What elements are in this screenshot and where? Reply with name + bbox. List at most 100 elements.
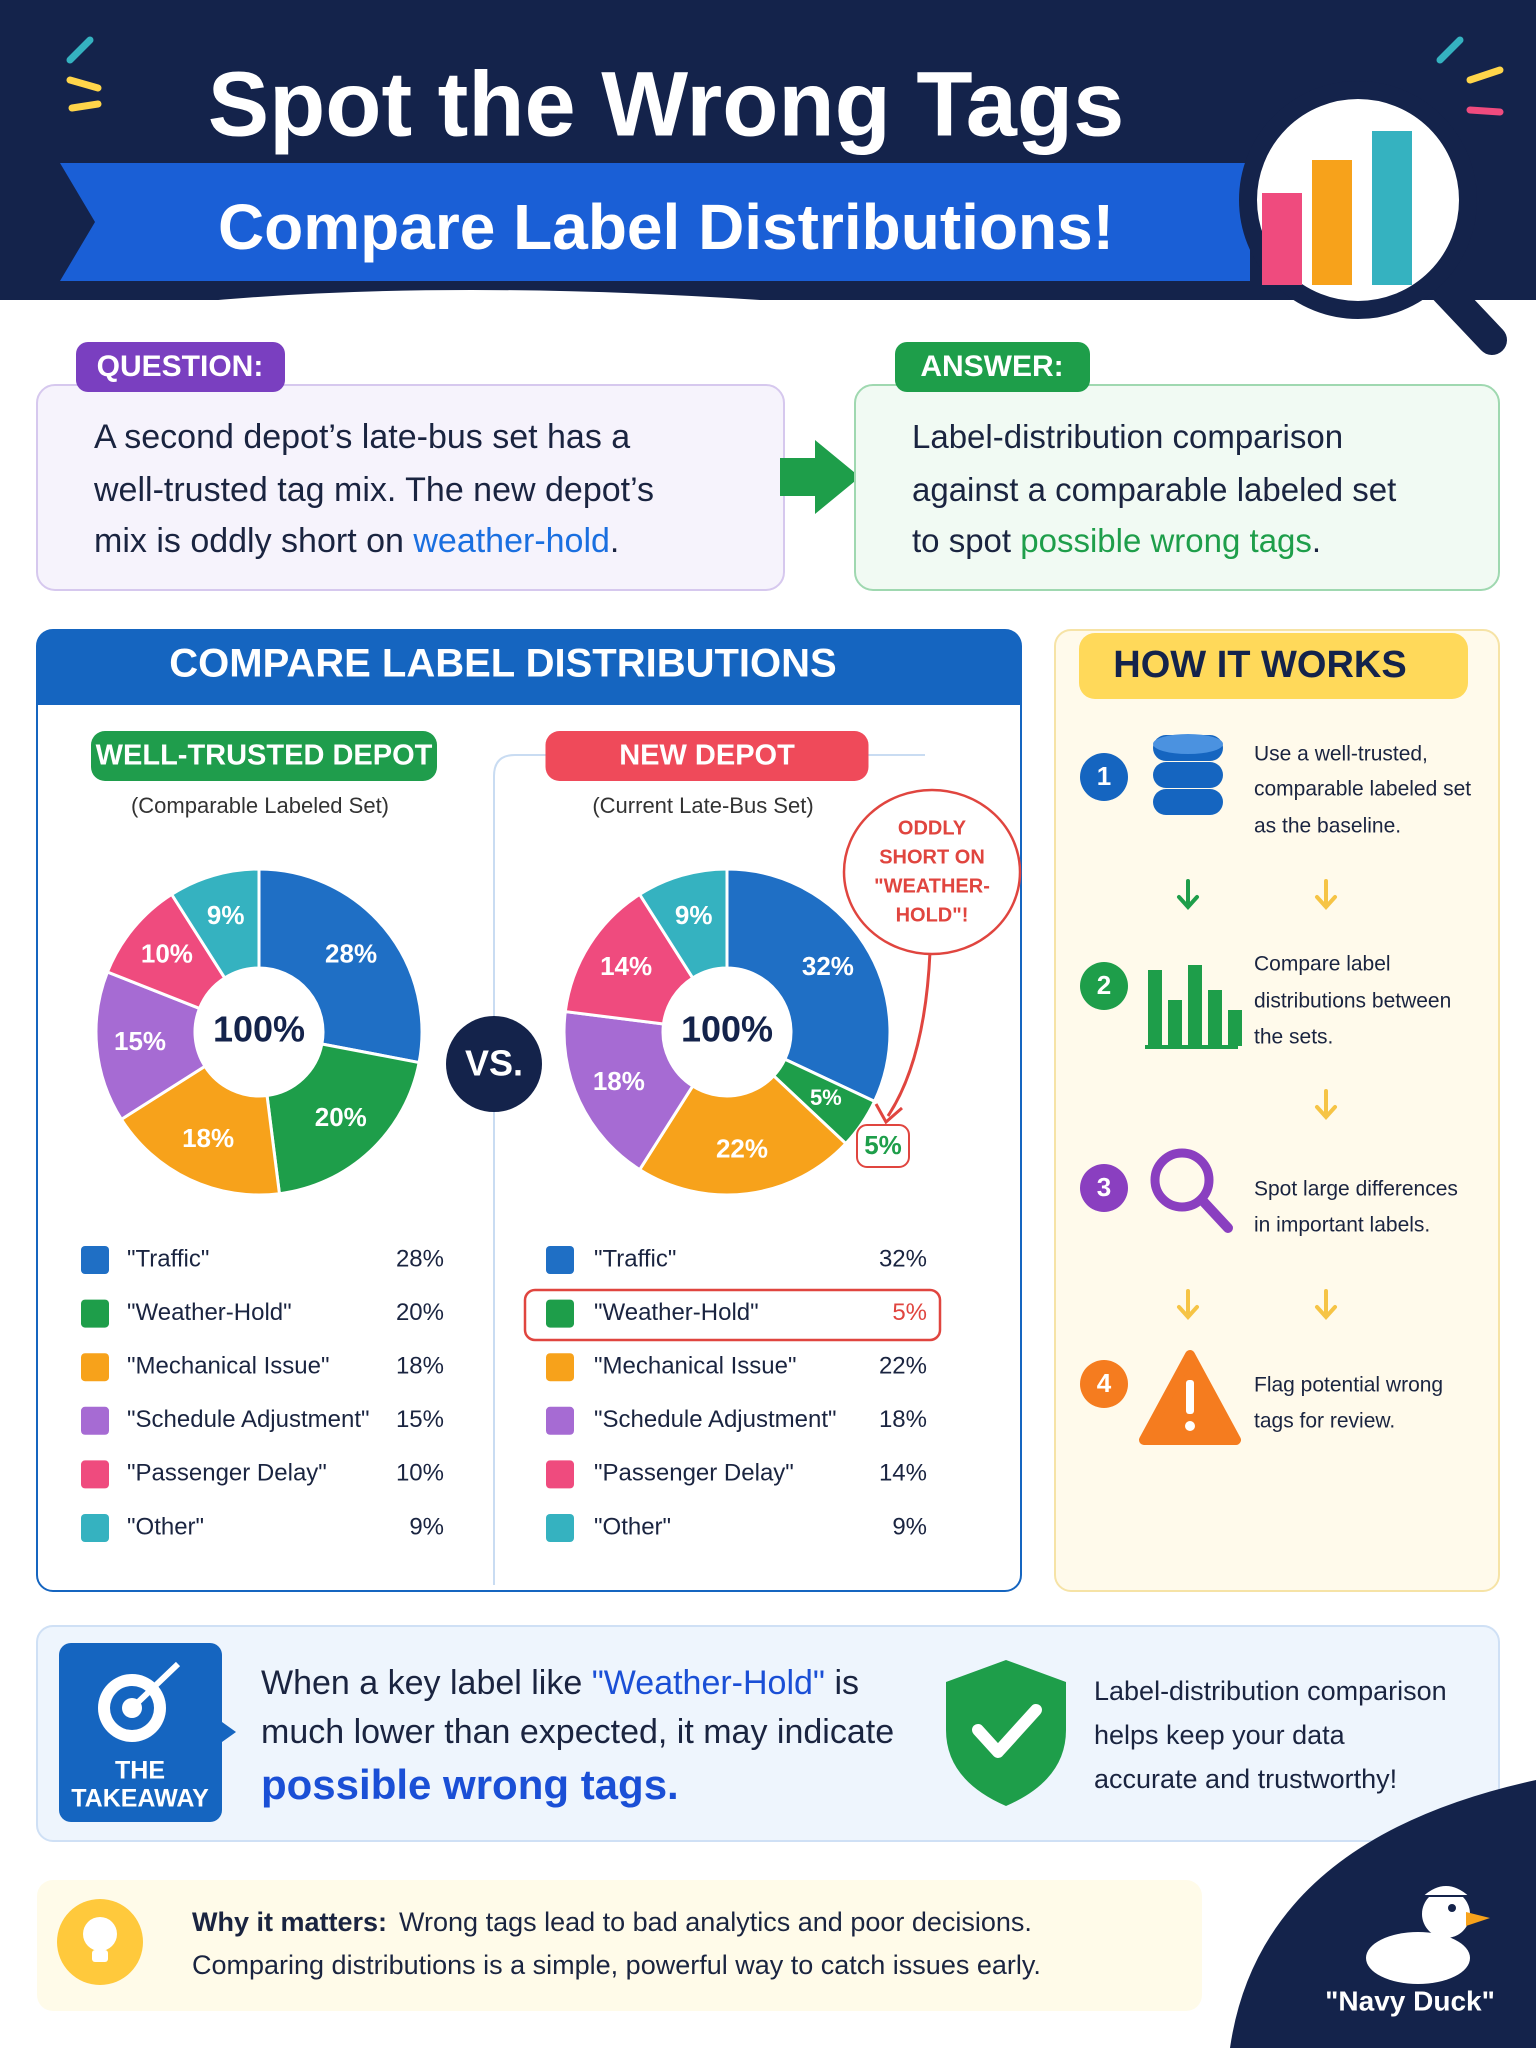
main-subtitle: Compare Label Distributions! [218,191,1114,263]
slice-label: 22% [716,1133,768,1163]
sparkle [66,76,102,92]
answer-line-part: possible wrong tags [1020,522,1312,559]
icon-warning-mark [1186,1380,1194,1414]
callout-box [856,1124,910,1168]
chart-title: WELL-TRUSTED DEPOT [96,740,433,772]
annotation-text: ODDLY [898,817,967,839]
takeaway-label: TAKEAWAY [71,1785,209,1813]
slice-label: 18% [593,1066,645,1096]
slice-label: 15% [114,1026,166,1056]
step-text: Compare label [1254,953,1391,976]
slice-label: 32% [802,951,854,981]
legend-swatch [546,1514,574,1542]
donut-slice [725,867,892,1104]
sparkle [1436,36,1464,64]
target-dart [129,1661,181,1711]
answer-line-part: Label-distribution comparison [912,418,1343,455]
step-number: 1 [1097,761,1111,791]
vs-badge [446,1016,542,1112]
question-line-part: mix is oddly short on [94,522,413,560]
icon-bar [1148,970,1162,1046]
takeaway-note: Label-distribution comparison [1094,1676,1447,1706]
divider [493,754,925,1585]
donut-slice [257,867,424,1065]
legend-label: "Mechanical Issue" [594,1353,796,1380]
how-title: HOW IT WORKS [1113,644,1406,686]
legend-swatch [81,1406,109,1435]
donut-slice [119,1064,282,1197]
duck-head [1422,1890,1470,1938]
arrow [780,440,860,514]
legend-swatch [81,1246,109,1274]
step-text: Use a well-trusted, [1254,743,1428,766]
step-text: distributions between [1254,990,1451,1013]
why-text: Wrong tags lead to bad analytics and poo… [399,1907,1032,1937]
legend-label: "Schedule Adjustment" [594,1406,837,1433]
flow-arrow [1177,879,1199,910]
question-line-part: . [610,522,619,560]
legend-label: "Passenger Delay" [127,1460,327,1487]
takeaway-line: much lower than expected, it may indicat… [261,1713,894,1751]
why-box [37,1880,1202,2011]
question-line: mix is oddly short on weather-hold. [94,522,619,560]
donut-slice [563,892,695,1026]
shield-check [972,1704,1042,1758]
slice-label: 14% [600,951,652,981]
annotation-text: HOLD"! [896,904,969,926]
flow-arrow [1315,879,1337,910]
takeaway-note: accurate and trustworthy! [1094,1764,1397,1794]
legend-label: "Traffic" [594,1245,676,1272]
question-line-part: A second depot’s late-bus set has a [94,418,630,456]
magnifier-bar [1262,193,1302,285]
legend-value: 9% [892,1513,927,1540]
question-label: QUESTION: [97,350,264,383]
callout-arrow [886,951,932,1117]
takeaway-line: When a key label like "Weather-Hold" is [261,1664,859,1702]
answer-line: to spot possible wrong tags. [912,522,1321,559]
vs-text: VS. [465,1043,523,1084]
step-text: as the baseline. [1254,815,1401,838]
bulb [83,1917,117,1951]
question-line-part: weather-hold [412,522,610,560]
answer-line: against a comparable labeled set [912,471,1396,508]
question-line: A second depot’s late-bus set has a [94,418,630,456]
brand-corner [1230,1780,1536,2048]
header-curve [0,290,1536,330]
answer-line-part: to spot [912,522,1020,559]
flow-arrow [1177,1289,1199,1320]
icon-handle [1197,1195,1233,1233]
step-number: 4 [1097,1368,1112,1398]
step-text: Flag potential wrong [1254,1374,1443,1397]
center-label: 100% [213,1009,305,1050]
legend-label: "Other" [127,1513,204,1540]
takeaway-line-part: is [825,1664,859,1702]
legend-swatch [81,1353,109,1382]
question-line-part: well-trusted tag mix. The new depot’s [93,471,654,509]
legend-swatch [546,1299,574,1328]
how-pill [1079,633,1468,699]
legend-label: "Weather-Hold" [594,1299,759,1326]
duck-beak [1466,1912,1490,1926]
takeaway-panel [36,1625,1500,1842]
answer-line-part: . [1312,522,1321,559]
donut-slice [94,970,208,1122]
step-text: in important labels. [1254,1214,1430,1237]
step-number: 3 [1097,1172,1111,1202]
legend-label: "Other" [594,1513,671,1540]
legend-value: 20% [396,1299,444,1326]
magnifier-handle [1425,270,1507,355]
compare-title: COMPARE LABEL DISTRIBUTIONS [169,642,836,686]
chart-title-pill [545,731,869,781]
icon-bar [1208,990,1222,1046]
duck-eye [1448,1904,1456,1912]
step-badge [1080,753,1128,801]
answer-pill [895,342,1090,392]
answer-line: Label-distribution comparison [912,418,1343,455]
sparkle [66,36,94,64]
chart-subtitle: (Current Late-Bus Set) [592,793,813,818]
legend-value: 9% [409,1513,444,1540]
magnifier-bar [1312,160,1352,285]
brand-name: "Navy Duck" [1325,1985,1495,2016]
why-line: Why it matters: Wrong tags lead to bad an… [192,1907,1032,1937]
